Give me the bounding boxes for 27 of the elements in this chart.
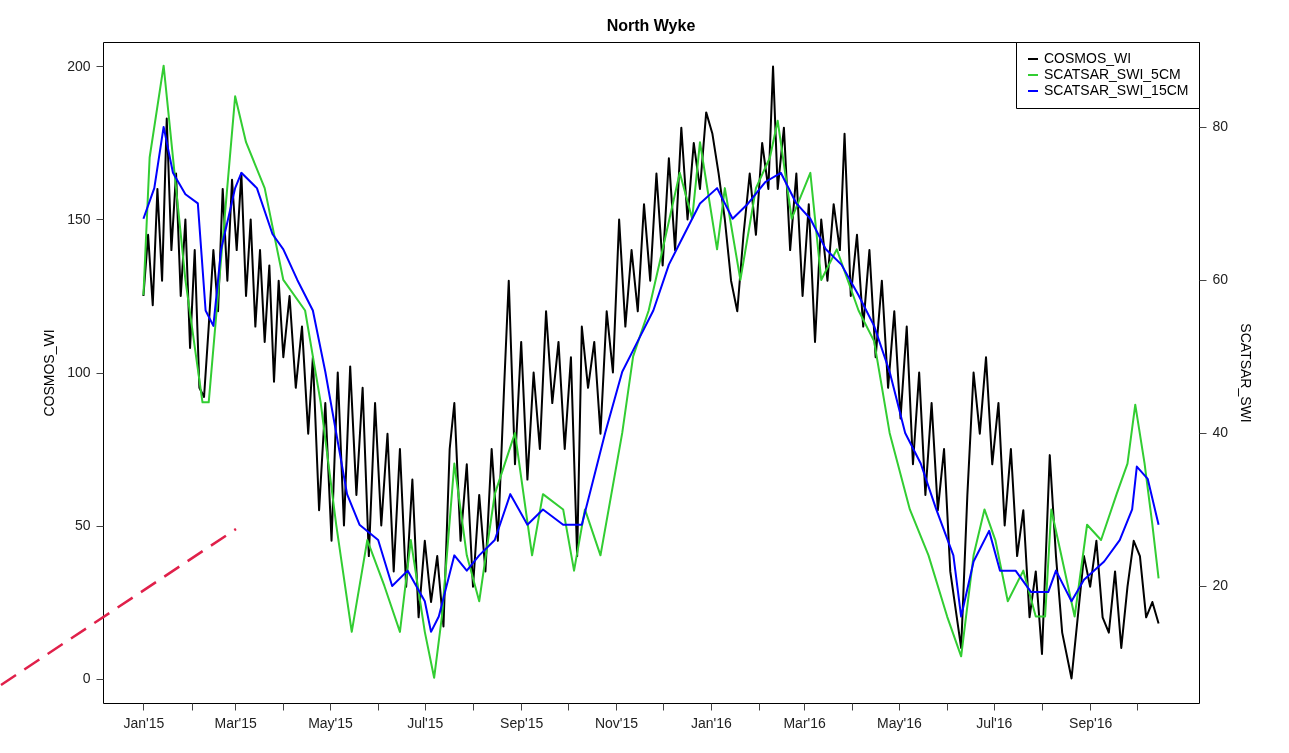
x-tick-label: May'16 (877, 714, 923, 731)
x-tick-label: Jul'16 (976, 714, 1013, 731)
legend-label: COSMOS_WI (1044, 50, 1132, 66)
y-tick-label: 100 (67, 364, 91, 380)
x-tick-label: Jan'15 (123, 714, 165, 731)
x-tick-label: Jul'15 (407, 714, 444, 731)
x-tick-label: Sep'16 (1069, 714, 1113, 731)
line-series (142, 125, 1160, 633)
legend-label: SCATSAR_SWI_5CM (1044, 66, 1181, 82)
x-tick-label: Mar'16 (783, 714, 827, 731)
y-tick-label: 50 (74, 517, 91, 534)
y2-tick-label: 60 (1212, 271, 1229, 288)
legend-label: SCATSAR_SWI_15CM (1044, 82, 1189, 98)
x-tick-label: Jan'16 (690, 714, 732, 731)
chart-title: North Wyke (606, 16, 696, 34)
y2-tick-label: 20 (1212, 577, 1229, 594)
x-tick-label: May'15 (308, 714, 354, 731)
y-axis-title: COSMOS_WI (41, 329, 58, 417)
y-tick-label: 150 (67, 210, 91, 227)
x-tick-label: Sep'15 (500, 714, 544, 731)
y2-tick-label: 40 (1212, 424, 1229, 441)
y2-axis-title: SCATSAR_SWI (1238, 323, 1255, 423)
y-tick-label: 0 (82, 670, 91, 687)
y-tick-label: 200 (67, 57, 91, 74)
x-tick-label: Mar'15 (214, 714, 258, 731)
y2-tick-label: 80 (1212, 118, 1229, 135)
x-tick-label: Nov'15 (594, 714, 639, 731)
